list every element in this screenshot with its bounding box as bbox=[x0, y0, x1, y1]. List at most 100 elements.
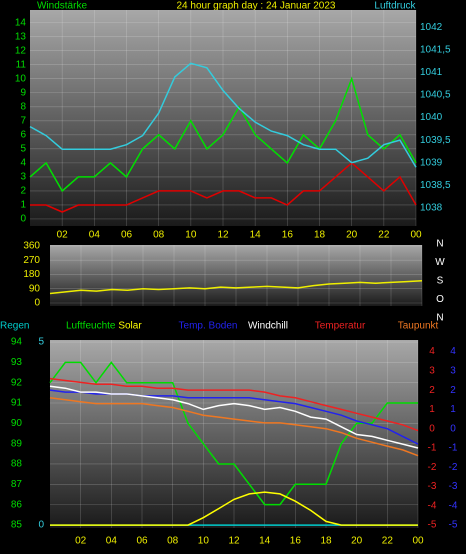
legend-label: Temp. Boden bbox=[179, 321, 238, 332]
y3-tick-label: -4 bbox=[449, 500, 458, 511]
y-tick-label: 11 bbox=[16, 59, 27, 70]
y2-tick-label: 1039 bbox=[420, 157, 443, 168]
y4-tick-label: 0 bbox=[38, 520, 44, 531]
data-line bbox=[29, 62, 417, 168]
y2-tick-label: 1042 bbox=[420, 22, 443, 33]
y2-tick-label: S bbox=[437, 276, 444, 287]
legend-label: Solar bbox=[118, 321, 142, 332]
y2-tick-label: 1040 bbox=[420, 112, 443, 123]
data-line bbox=[49, 377, 419, 432]
y2-tick-label: -3 bbox=[428, 481, 437, 492]
y2-tick-label: 1041,5 bbox=[420, 44, 451, 55]
x-tick-label: 00 bbox=[410, 230, 422, 241]
y-tick-label: 91 bbox=[11, 398, 23, 409]
legend-label: Taupunkt bbox=[398, 321, 439, 332]
y2-tick-label: 1039,5 bbox=[420, 135, 451, 146]
x-tick-label: 04 bbox=[106, 536, 118, 547]
plot-area bbox=[50, 245, 422, 306]
y2-tick-label: -2 bbox=[428, 462, 437, 473]
y-tick-label: 94 bbox=[11, 337, 23, 348]
x-tick-label: 08 bbox=[153, 230, 165, 241]
y-tick-label: 270 bbox=[23, 255, 40, 266]
x-tick-label: 14 bbox=[250, 230, 262, 241]
y2-tick-label: 1 bbox=[429, 404, 435, 415]
y3-tick-label: 0 bbox=[450, 423, 456, 434]
y-tick-label: 0 bbox=[20, 214, 26, 225]
y-tick-label: 4 bbox=[20, 158, 26, 169]
y-tick-label: 8 bbox=[20, 101, 26, 112]
y3-tick-label: 3 bbox=[450, 365, 456, 376]
y-tick-label: 10 bbox=[15, 73, 27, 84]
legend-label: Regen bbox=[0, 321, 29, 332]
y2-tick-label: N bbox=[436, 239, 443, 250]
x-tick-label: 12 bbox=[228, 536, 240, 547]
x-tick-label: 18 bbox=[314, 230, 326, 241]
y-tick-label: 13 bbox=[15, 31, 27, 42]
y-tick-label: 92 bbox=[11, 377, 23, 388]
y-tick-label: 86 bbox=[11, 499, 23, 510]
y3-tick-label: 1 bbox=[450, 404, 456, 415]
x-tick-label: 06 bbox=[136, 536, 148, 547]
y-tick-label: 180 bbox=[23, 269, 40, 280]
y-tick-label: 90 bbox=[29, 283, 41, 294]
y2-tick-label: N bbox=[436, 313, 443, 324]
y-tick-label: 89 bbox=[11, 438, 23, 449]
x-tick-label: 10 bbox=[185, 230, 197, 241]
plot-area bbox=[30, 10, 416, 226]
y2-tick-label: -1 bbox=[428, 443, 437, 454]
x-tick-label: 06 bbox=[121, 230, 133, 241]
x-tick-label: 16 bbox=[282, 230, 294, 241]
x-tick-label: 22 bbox=[382, 536, 394, 547]
y-tick-label: 6 bbox=[20, 129, 26, 140]
y3-tick-label: -5 bbox=[449, 520, 458, 531]
y-tick-label: 0 bbox=[34, 298, 40, 309]
x-tick-label: 02 bbox=[75, 536, 87, 547]
y-tick-label: 90 bbox=[11, 418, 23, 429]
data-line bbox=[50, 491, 418, 526]
y-tick-label: 12 bbox=[15, 45, 27, 56]
y2-tick-label: -5 bbox=[428, 520, 437, 531]
y-tick-label: 93 bbox=[11, 357, 23, 368]
data-line bbox=[49, 397, 419, 457]
x-tick-label: 00 bbox=[412, 536, 424, 547]
y-tick-label: 7 bbox=[20, 115, 26, 126]
y-axis-label: Windstärke bbox=[37, 1, 87, 12]
y-tick-label: 85 bbox=[11, 520, 23, 531]
x-tick-label: 22 bbox=[378, 230, 390, 241]
y4-tick-label: 5 bbox=[38, 336, 44, 347]
x-tick-label: 20 bbox=[346, 230, 358, 241]
data-line bbox=[49, 385, 419, 449]
x-tick-label: 16 bbox=[290, 536, 302, 547]
data-line bbox=[49, 280, 423, 295]
y-tick-label: 88 bbox=[11, 459, 23, 470]
x-tick-label: 04 bbox=[89, 230, 101, 241]
y-tick-label: 9 bbox=[20, 87, 26, 98]
y3-tick-label: -2 bbox=[449, 462, 458, 473]
chart-title: 24 hour graph day : 24 Januar 2023 bbox=[176, 1, 335, 12]
y-tick-label: 1 bbox=[20, 200, 26, 211]
y-tick-label: 5 bbox=[20, 143, 26, 154]
y-tick-label: 2 bbox=[20, 186, 26, 197]
y-tick-label: 360 bbox=[23, 241, 40, 252]
y2-tick-label: 1041 bbox=[420, 67, 443, 78]
y2-tick-label: W bbox=[435, 257, 445, 268]
y-tick-label: 14 bbox=[15, 17, 27, 28]
x-tick-label: 08 bbox=[167, 536, 179, 547]
y2-tick-label: 4 bbox=[429, 346, 435, 357]
y2-tick-label: -4 bbox=[428, 500, 437, 511]
y-tick-label: 87 bbox=[11, 479, 23, 490]
x-tick-label: 12 bbox=[217, 230, 229, 241]
y3-tick-label: -1 bbox=[449, 443, 458, 454]
x-tick-label: 18 bbox=[320, 536, 332, 547]
legend-label: Windchill bbox=[248, 321, 288, 332]
y2-tick-label: 1038,5 bbox=[420, 180, 451, 191]
y-tick-label: 3 bbox=[20, 172, 26, 183]
y3-tick-label: -3 bbox=[449, 481, 458, 492]
y3-tick-label: 4 bbox=[450, 346, 456, 357]
y2-tick-label: 0 bbox=[429, 423, 435, 434]
legend-label: Luftfeuchte bbox=[66, 321, 116, 332]
x-tick-label: 02 bbox=[57, 230, 69, 241]
data-line bbox=[49, 361, 418, 506]
x-tick-label: 10 bbox=[198, 536, 210, 547]
